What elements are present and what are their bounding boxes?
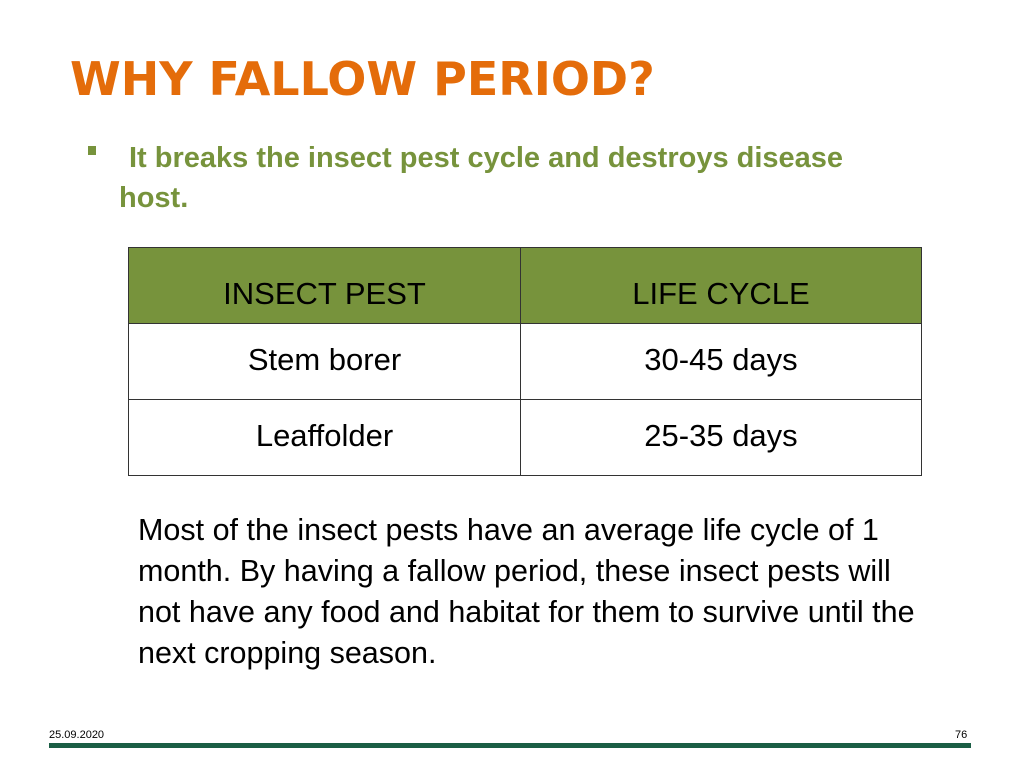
table-cell-life-cycle: 30-45 days (520, 323, 922, 400)
bullet-text: It breaks the insect pest cycle and dest… (119, 142, 844, 214)
page-number: 76 (955, 729, 968, 741)
table-row: Leaffolder 25-35 days (128, 399, 922, 476)
square-bullet-icon (88, 146, 96, 155)
table-header-row: INSECT PEST LIFE CYCLE (128, 247, 922, 324)
header-insect-pest: INSECT PEST (128, 247, 521, 324)
slide-title: WHY FALLOW PERIOD? (70, 52, 655, 106)
table-cell-life-cycle: 25-35 days (520, 399, 922, 476)
explanation-paragraph: Most of the insect pests have an average… (138, 513, 915, 670)
pest-life-cycle-table: INSECT PEST LIFE CYCLE Stem borer 30-45 … (128, 247, 922, 476)
table-cell-pest: Stem borer (128, 323, 521, 400)
footer-date: 25.09.2020 (49, 729, 105, 741)
header-life-cycle: LIFE CYCLE (520, 247, 922, 324)
footer-divider (49, 743, 971, 748)
table-row: Stem borer 30-45 days (128, 323, 922, 400)
table-cell-pest: Leaffolder (128, 399, 521, 476)
